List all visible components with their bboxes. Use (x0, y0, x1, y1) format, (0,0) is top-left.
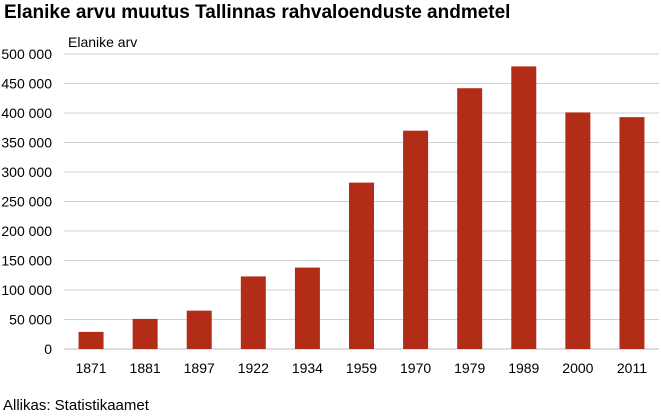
chart-title: Elanike arvu muutus Tallinnas rahvaloend… (4, 2, 511, 23)
x-tick-label: 1934 (292, 360, 323, 376)
y-axis-label: Elanike arv (68, 34, 137, 50)
source-note: Allikas: Statistikaamet (3, 397, 149, 414)
bar-1871 (78, 331, 104, 349)
y-tick-label: 50 000 (9, 312, 52, 328)
x-tick-label: 2000 (562, 360, 593, 376)
x-axis-ticks: 1871 1881 1897 1922 1934 1959 1970 1979 1989 2000… (75, 360, 647, 376)
y-tick-label: 250 000 (1, 194, 52, 210)
bar-1897 (186, 310, 212, 349)
y-axis-ticks: 0 50 000 100 000 150 000 200 000 250 000 300 0… (1, 46, 52, 357)
x-tick-label: 2011 (617, 360, 647, 376)
bar-1934 (294, 267, 320, 349)
bar-1959 (349, 182, 374, 349)
bar-1881 (132, 318, 158, 349)
y-tick-label: 200 000 (1, 223, 52, 239)
x-tick-label: 1970 (400, 360, 431, 376)
x-tick-label: 1897 (184, 360, 215, 376)
bar-1989 (511, 66, 537, 349)
x-tick-label: 1922 (238, 360, 269, 376)
x-tick-label: 1881 (130, 360, 161, 376)
y-tick-label: 450 000 (1, 76, 52, 92)
y-tick-label: 500 000 (1, 46, 52, 62)
bar-1979 (457, 88, 483, 349)
y-tick-label: 400 000 (1, 105, 52, 121)
y-tick-label: 150 000 (1, 253, 52, 269)
y-tick-label: 300 000 (1, 164, 52, 180)
bar-2000 (565, 112, 591, 349)
x-tick-label: 1979 (454, 360, 485, 376)
y-tick-label: 100 000 (1, 282, 52, 298)
x-tick-label: 1959 (346, 360, 377, 376)
bar-1970 (403, 130, 429, 349)
x-tick-label: 1871 (75, 360, 106, 376)
y-tick-label: 350 000 (1, 135, 52, 151)
bar-2011 (619, 117, 645, 349)
y-tick-label: 0 (44, 341, 52, 357)
bars (78, 66, 645, 349)
bar-1922 (240, 276, 266, 349)
x-tick-label: 1989 (508, 360, 539, 376)
